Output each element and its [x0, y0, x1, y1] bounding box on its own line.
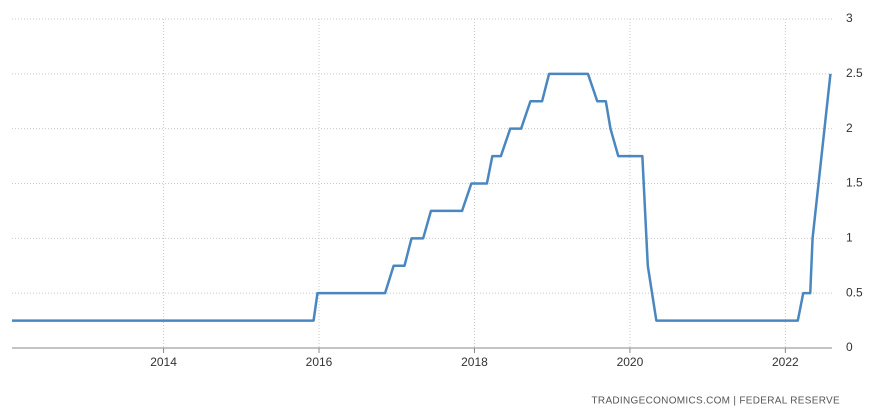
y-tick-label: 1: [846, 231, 853, 245]
x-tick-label: 2014: [150, 355, 177, 369]
y-tick-label: 2: [846, 121, 853, 135]
x-tick-label: 2018: [461, 355, 488, 369]
source-note: TRADINGECONOMICS.COM | FEDERAL RESERVE: [592, 396, 841, 407]
x-tick-label: 2022: [772, 355, 799, 369]
y-tick-label: 3: [846, 11, 853, 25]
x-tick-label: 2016: [306, 355, 333, 369]
y-tick-label: 0.5: [846, 285, 863, 299]
y-tick-label: 2.5: [846, 66, 863, 80]
y-tick-label: 1.5: [846, 176, 863, 190]
x-tick-label: 2020: [617, 355, 644, 369]
series-line: [12, 72, 832, 322]
y-tick-label: 0: [846, 340, 853, 354]
